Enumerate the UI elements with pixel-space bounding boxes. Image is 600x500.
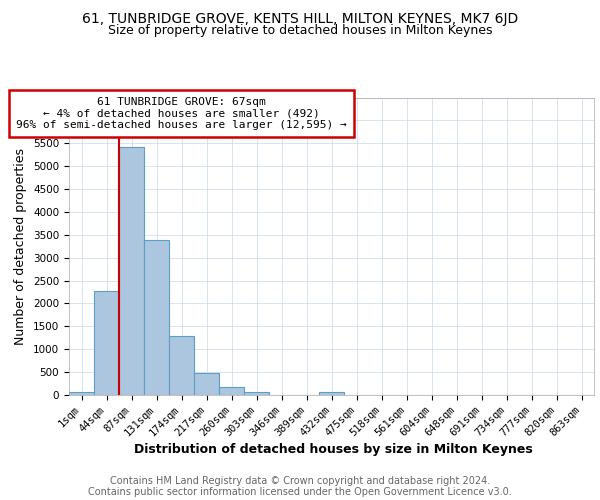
Bar (169, 336, 194, 395)
Text: Contains HM Land Registry data © Crown copyright and database right 2024.: Contains HM Land Registry data © Crown c… (110, 476, 490, 486)
Text: Size of property relative to detached houses in Milton Keynes: Size of property relative to detached ho… (108, 24, 492, 37)
Text: 61 TUNBRIDGE GROVE: 67sqm
← 4% of detached houses are smaller (492)
96% of semi-: 61 TUNBRIDGE GROVE: 67sqm ← 4% of detach… (16, 97, 347, 130)
Bar (244, 392, 269, 395)
Text: Contains public sector information licensed under the Open Government Licence v3: Contains public sector information licen… (88, 487, 512, 497)
Text: Distribution of detached houses by size in Milton Keynes: Distribution of detached houses by size … (134, 442, 532, 456)
Bar (94, 291, 119, 395)
Text: 61, TUNBRIDGE GROVE, KENTS HILL, MILTON KEYNES, MK7 6JD: 61, TUNBRIDGE GROVE, KENTS HILL, MILTON … (82, 12, 518, 26)
Bar (219, 387, 244, 395)
Bar (319, 392, 344, 395)
Bar (69, 392, 94, 395)
Bar (194, 373, 219, 395)
Y-axis label: Number of detached properties: Number of detached properties (14, 148, 28, 345)
Bar (119, 147, 144, 395)
Bar (144, 240, 169, 395)
